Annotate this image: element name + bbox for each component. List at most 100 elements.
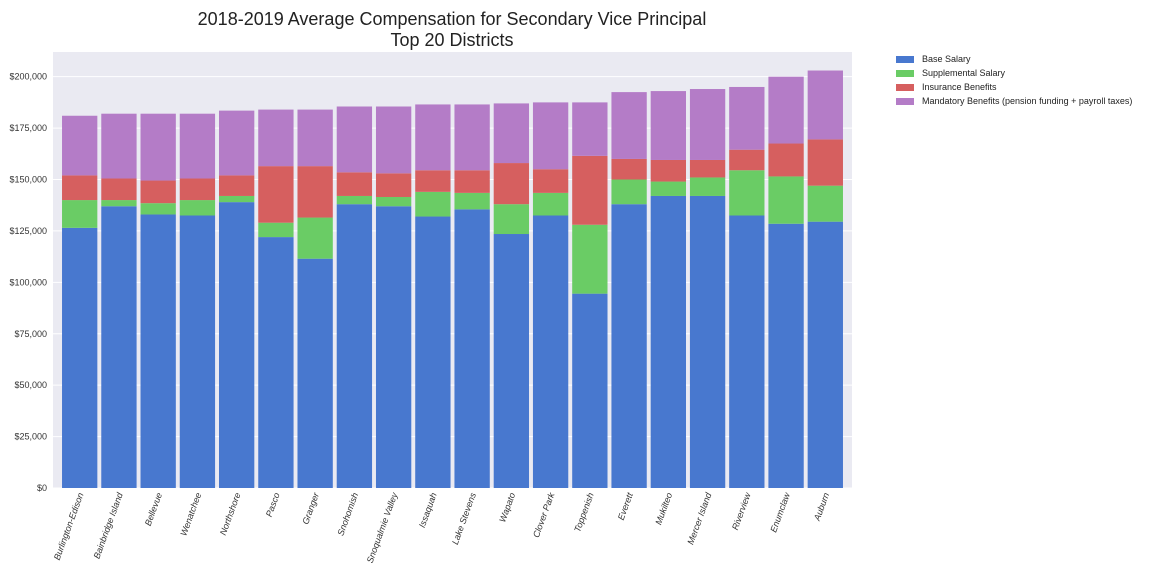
y-tick-label: $0 [37,483,47,493]
bar-segment [454,192,490,210]
chart-title-line-1: 2018-2019 Average Compensation for Secon… [198,9,707,29]
bar-segment [415,216,451,488]
bar-segment [650,181,686,196]
legend: Base Salary Supplemental Salary Insurance … [896,52,1132,108]
bar-segment [140,113,176,181]
y-tick-label: $100,000 [9,277,47,287]
x-tick-label: Pasco [264,491,282,518]
bar-segment [768,223,804,488]
bar-segment [493,163,530,205]
bar-segment [219,175,255,196]
bar-segment [807,70,843,140]
bar-segment [258,237,294,488]
legend-swatch [896,83,914,91]
x-tick-label: Snohomish [335,491,360,537]
bar-segment [572,155,608,225]
bars [62,70,843,489]
bar-segment [611,179,647,205]
bar-segment [729,149,765,171]
bar-segment [611,92,647,159]
legend-swatch [896,97,914,105]
x-tick-label: Clover Park [531,491,557,539]
bar-segment [768,176,804,224]
bar-segment [140,180,176,204]
bar-segment [258,109,294,167]
legend-swatch [896,55,914,63]
x-tick-label: Enumclaw [768,491,792,534]
bar-segment [179,200,216,216]
bar-segment [650,195,686,488]
bar-segment [140,203,176,215]
bar-segment [493,234,530,488]
x-tick-label: Wenatchee [178,491,203,537]
x-axis: Burlington-Edison Bainbridge Island Bellev… [52,490,831,564]
bar-segment [532,102,569,170]
bar-segment [336,195,373,205]
bar-segment [572,293,608,488]
bar-segment [297,258,333,488]
bar-segment [807,139,843,186]
bar-segment [219,195,255,203]
x-tick-label: Auburn [812,491,832,523]
bar-segment [375,106,412,174]
bar-segment [768,76,804,144]
bar-segment [375,206,412,488]
bar-segment [729,215,765,488]
bar-segment [179,113,216,179]
bar-segment [689,177,726,196]
bar-segment [62,175,98,201]
x-tick-label: Bellevue [143,491,164,527]
bar-segment [689,159,726,178]
bar-segment [532,192,569,216]
bar-segment [689,195,726,488]
x-tick-label: Northshore [218,491,243,536]
bar-segment [454,209,490,488]
y-tick-label: $150,000 [9,175,47,185]
bar-segment [493,103,530,164]
bar-segment [768,143,804,177]
bar-segment [258,166,294,223]
x-tick-label: Issaquah [417,491,439,529]
bar-segment [62,200,98,228]
bar-segment [375,173,412,197]
bar-segment [807,221,843,489]
bar-segment [336,106,373,173]
x-tick-label: Burlington-Edison [52,491,86,561]
legend-item: Base Salary [896,52,1132,66]
y-tick-label: $200,000 [9,72,47,82]
y-tick-label: $50,000 [14,380,47,390]
chart-title-line-2: Top 20 Districts [390,30,513,50]
x-tick-label: Snoqualmie Valley [365,491,400,565]
bar-segment [101,206,137,488]
x-tick-label: Bainbridge Island [92,490,126,560]
bar-segment [219,202,255,488]
bar-segment [415,104,451,171]
legend-item: Insurance Benefits [896,80,1132,94]
bar-segment [140,214,176,489]
bar-segment [689,89,726,160]
bar-segment [62,115,98,176]
bar-segment [572,224,608,294]
bar-segment [532,169,569,193]
bar-segment [258,222,294,238]
bar-segment [611,204,647,489]
legend-label: Mandatory Benefits (pension funding + pa… [922,96,1133,106]
bar-segment [650,159,686,182]
bar-segment [101,200,137,207]
legend-item: Mandatory Benefits (pension funding + pa… [896,94,1132,108]
bar-segment [336,204,373,489]
bar-segment [219,110,255,176]
legend-label: Insurance Benefits [922,82,997,92]
bar-segment [179,215,216,488]
bar-segment [729,86,765,150]
x-tick-label: Mercer Island [685,490,713,546]
bar-segment [650,91,686,160]
y-tick-label: $75,000 [14,329,47,339]
bar-segment [611,158,647,180]
bar-segment [454,104,490,171]
bar-segment [454,170,490,193]
y-tick-label: $25,000 [14,432,47,442]
legend-item: Supplemental Salary [896,66,1132,80]
bar-segment [493,204,530,235]
